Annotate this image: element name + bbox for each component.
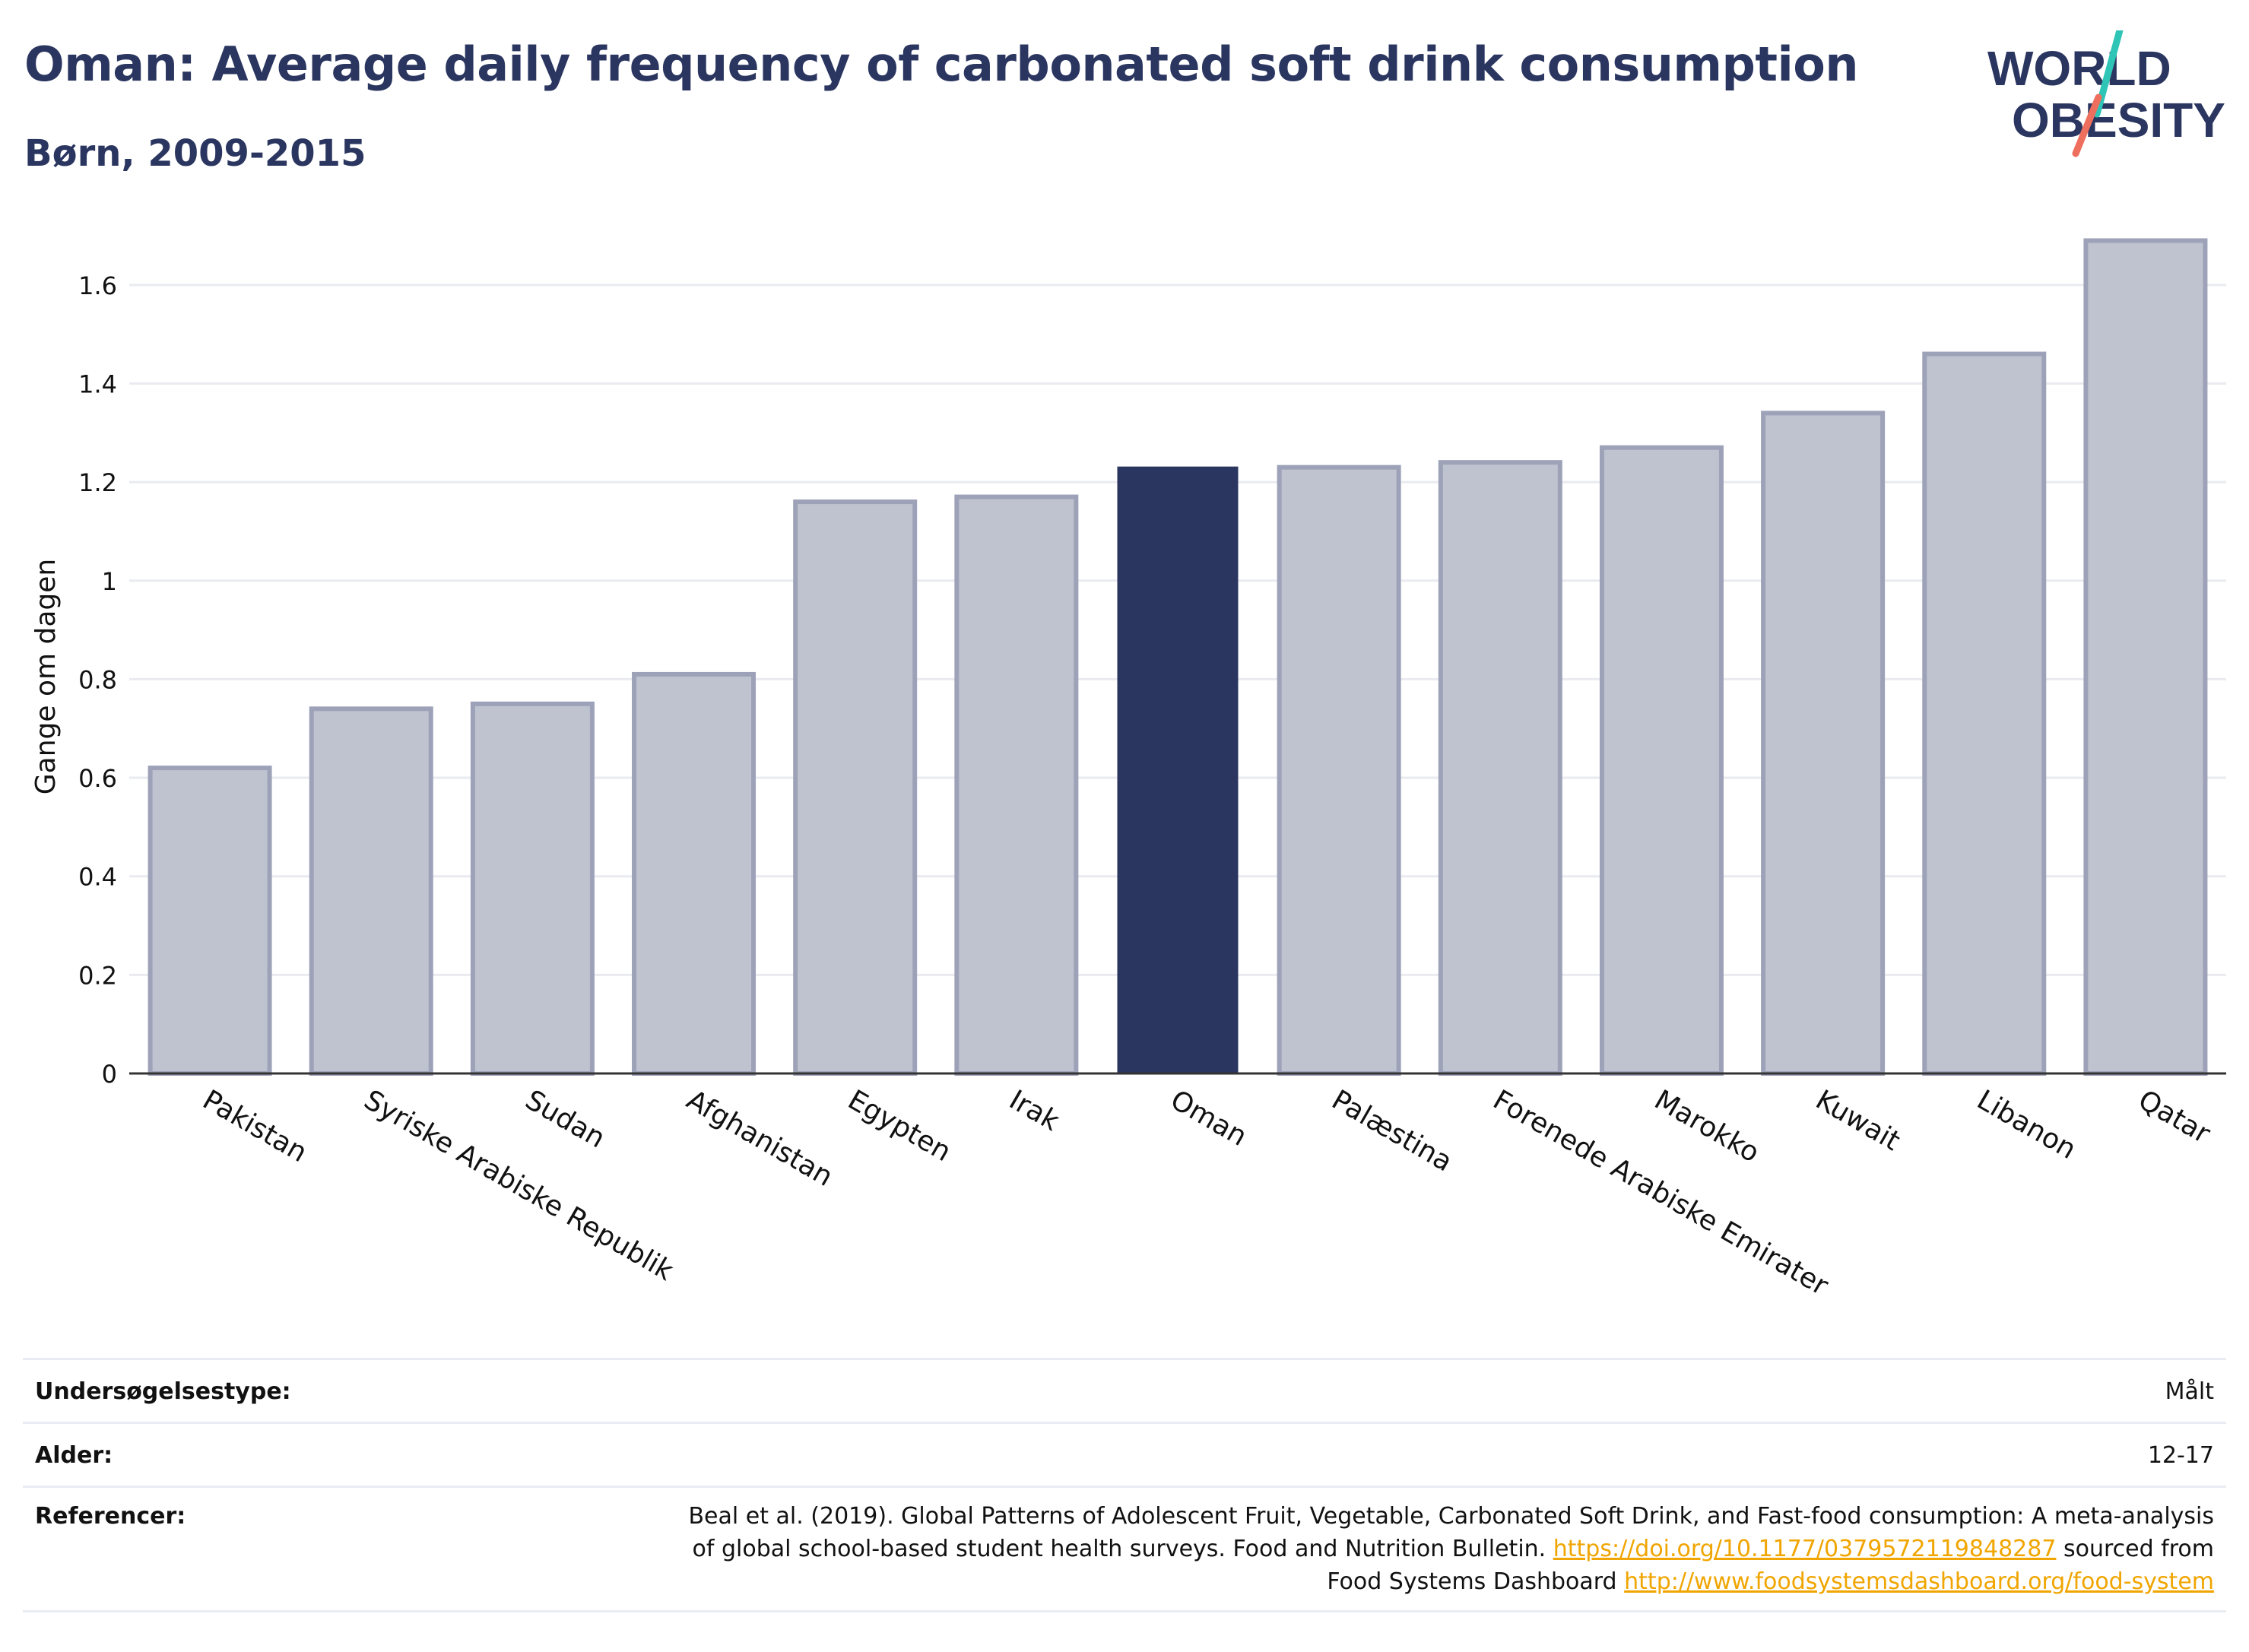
- bar-forenede-arabiske-emirater: [1438, 460, 1562, 1076]
- bar-oman: [1117, 466, 1239, 1074]
- reference-line-1: Beal et al. (2019). Global Patterns of A…: [688, 1503, 2214, 1530]
- x-tick-label: Palæstina: [1327, 1084, 1458, 1178]
- bar-libanon: [1922, 351, 2047, 1076]
- reference-line-2-text: of global school-based student health su…: [692, 1536, 1546, 1562]
- y-tick-label: 0.8: [78, 665, 117, 694]
- y-axis-title: Gange om dagen: [30, 559, 62, 794]
- metadata-table: Undersøgelsestype: Målt Alder: 12-17 Ref…: [23, 1358, 2226, 1610]
- references-label: Referencer:: [35, 1503, 186, 1530]
- bar-afghanistan: [632, 671, 757, 1076]
- x-tick-label: Pakistan: [198, 1084, 312, 1168]
- bar-pakistan: [148, 766, 272, 1076]
- metadata-bottom-rule: [23, 1610, 2226, 1612]
- logo-word-obesity: OBESITY: [2012, 93, 2225, 147]
- reference-line-2-suffix: sourced from: [2063, 1536, 2214, 1562]
- y-tick-label: 1.6: [78, 271, 117, 300]
- survey-type-label: Undersøgelsestype:: [35, 1378, 291, 1405]
- reference-line-3: Food Systems Dashboard http://www.foodsy…: [688, 1565, 2214, 1598]
- bar-sudan: [470, 701, 595, 1076]
- meta-row-survey-type: Undersøgelsestype: Målt: [23, 1358, 2226, 1422]
- x-tick-label: Egypten: [842, 1084, 956, 1168]
- age-value: 12-17: [2147, 1442, 2214, 1469]
- world-obesity-logo: WORLD OBESITY: [1987, 30, 2225, 157]
- bar-syriske-arabiske-republik: [309, 706, 433, 1076]
- x-tick-label: Qatar: [2133, 1084, 2215, 1149]
- x-tick-label: Sudan: [520, 1084, 611, 1154]
- y-tick-label: 1: [102, 567, 117, 596]
- y-tick-label: 0.6: [78, 764, 117, 793]
- y-tick-label: 0.4: [78, 863, 117, 892]
- logo-word-world: WORLD: [1987, 41, 2171, 96]
- reference-line-2: of global school-based student health su…: [688, 1533, 2214, 1565]
- logo-slash-coral: [2072, 94, 2102, 157]
- bar-chart: 0 0.2 0.4 0.6 0.8 1 1.2 1.4 1.6 Pakistan Syriske …: [30, 238, 2226, 1302]
- doi-link[interactable]: https://doi.org/10.1177/0379572119848287: [1553, 1536, 2057, 1562]
- x-tick-label: Marokko: [1649, 1084, 1765, 1168]
- bar-egypten: [793, 499, 918, 1076]
- survey-type-value: Målt: [2165, 1378, 2214, 1405]
- y-tick-labels: 0 0.2 0.4 0.6 0.8 1 1.2 1.4 1.6: [78, 271, 117, 1089]
- bar-kuwait: [1761, 411, 1886, 1076]
- chart-title: Oman: Average daily frequency of carbona…: [24, 36, 1859, 92]
- x-tick-label: Oman: [1166, 1084, 1252, 1153]
- x-tick-label: Irak: [1004, 1084, 1064, 1137]
- food-systems-link[interactable]: http://www.foodsystemsdashboard.org/food…: [1624, 1568, 2214, 1595]
- bars: [148, 238, 2208, 1076]
- x-tick-label: Syriske Arabiske Republik: [359, 1084, 679, 1287]
- reference-line-3-text: Food Systems Dashboard: [1327, 1568, 1617, 1595]
- x-tick-label: Libanon: [1971, 1084, 2081, 1165]
- y-tick-label: 0: [102, 1060, 117, 1089]
- bar-marokko: [1599, 445, 1724, 1076]
- x-tick-label: Kuwait: [1810, 1084, 1905, 1157]
- y-tick-label: 0.2: [78, 961, 117, 990]
- y-tick-label: 1.4: [78, 369, 117, 398]
- meta-row-age: Alder: 12-17: [23, 1422, 2226, 1486]
- bar-irak: [954, 494, 1079, 1076]
- bar-palæstina: [1277, 465, 1401, 1076]
- chart-subtitle: Børn, 2009-2015: [24, 132, 366, 175]
- meta-row-references: Referencer: Beal et al. (2019). Global P…: [23, 1486, 2226, 1610]
- references-value: Beal et al. (2019). Global Patterns of A…: [688, 1500, 2214, 1598]
- age-label: Alder:: [35, 1442, 113, 1469]
- y-tick-label: 1.2: [78, 468, 117, 497]
- bar-qatar: [2083, 238, 2208, 1076]
- x-tick-label: Afghanistan: [681, 1084, 838, 1193]
